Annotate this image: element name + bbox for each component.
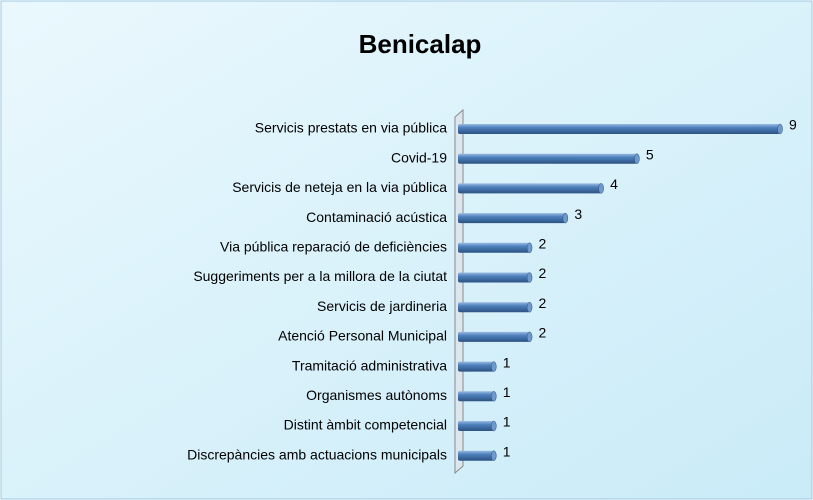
bar-cap bbox=[491, 391, 497, 402]
value-label: 5 bbox=[646, 146, 654, 162]
bar-cap bbox=[491, 450, 497, 461]
bar bbox=[458, 213, 566, 224]
bar bbox=[458, 124, 780, 134]
y-tick-label: Covid-19 bbox=[391, 149, 447, 165]
y-tick-label: Servicis prestats en via pública bbox=[255, 120, 447, 136]
bar-cap bbox=[491, 420, 497, 432]
value-label: 4 bbox=[610, 176, 618, 192]
value-label: 2 bbox=[539, 325, 547, 341]
bar bbox=[458, 391, 494, 402]
value-label: 3 bbox=[574, 206, 582, 222]
bar bbox=[458, 153, 637, 164]
value-label: 9 bbox=[789, 117, 797, 133]
value-label: 1 bbox=[503, 384, 511, 400]
y-tick-label: Suggeriments per a la millora de la ciut… bbox=[193, 268, 447, 284]
value-label: 2 bbox=[539, 265, 547, 281]
bar bbox=[458, 183, 602, 194]
bar-cap bbox=[777, 123, 783, 135]
bar bbox=[458, 421, 494, 431]
bar-cap bbox=[598, 183, 604, 194]
bar-cap bbox=[526, 301, 533, 313]
bar bbox=[458, 331, 530, 342]
bar-cap bbox=[491, 361, 497, 372]
y-tick-label: Contaminació acústica bbox=[306, 209, 447, 225]
bar bbox=[458, 361, 494, 372]
bar bbox=[458, 302, 530, 313]
bar bbox=[458, 242, 530, 253]
bar-cap bbox=[562, 212, 569, 224]
bar bbox=[458, 450, 494, 461]
value-label: 1 bbox=[503, 443, 511, 459]
value-label: 2 bbox=[539, 236, 547, 252]
y-tick-label: Servicis de jardineria bbox=[317, 298, 447, 314]
bar bbox=[458, 272, 530, 283]
value-label: 1 bbox=[503, 354, 511, 370]
y-tick-label: Distint àmbit competencial bbox=[284, 417, 447, 433]
y-tick-label: Via pública reparació de deficiències bbox=[220, 239, 447, 255]
y-tick-label: Atenció Personal Municipal bbox=[278, 328, 447, 344]
bar-cap bbox=[526, 331, 533, 343]
y-tick-label: Discrepàncies amb actuacions municipals bbox=[187, 446, 447, 462]
value-label: 1 bbox=[503, 414, 511, 430]
bar-cap bbox=[634, 153, 640, 164]
y-tick-label: Organismes autònoms bbox=[306, 387, 447, 403]
y-tick-label: Tramitació administrativa bbox=[292, 357, 447, 373]
chart-title: Benicalap bbox=[359, 29, 482, 59]
bar-cap bbox=[526, 272, 533, 283]
axis-wall bbox=[454, 108, 464, 475]
y-tick-label: Servicis de neteja en la via pública bbox=[232, 179, 447, 195]
value-label: 2 bbox=[539, 295, 547, 311]
bar-cap bbox=[526, 242, 533, 254]
